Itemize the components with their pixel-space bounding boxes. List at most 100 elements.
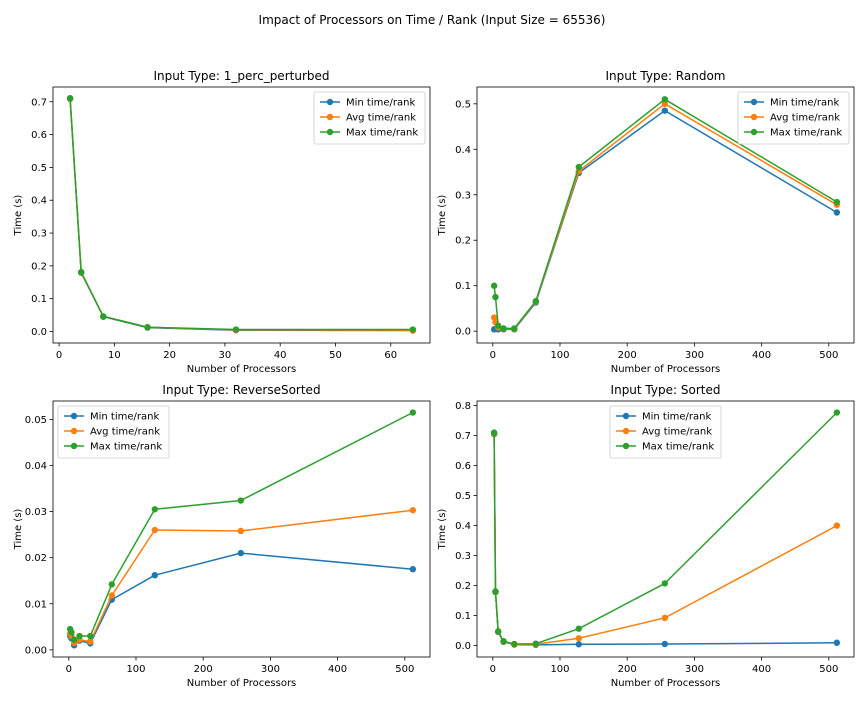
data-point [409,409,417,416]
data-point [661,580,669,587]
y-axis-label: Time (s) [437,195,448,237]
x-tick-label: 60 [384,350,397,361]
data-point [108,592,116,599]
y-tick-label: 0.2 [455,236,471,247]
data-point [76,632,83,640]
x-axis-label: Number of Processors [187,364,297,375]
x-tick-label: 100 [550,664,569,675]
x-tick-label: 400 [328,664,347,675]
y-tick-label: 0.00 [25,645,47,656]
data-point [237,497,245,504]
legend-box [737,91,850,145]
x-tick-label: 300 [685,664,704,675]
data-point [833,409,841,416]
y-tick-label: 0.01 [25,599,47,610]
data-point [575,163,583,171]
legend-label: Min time/rank [642,412,711,423]
series-line-1 [493,434,837,646]
legend: Min time/rank Avg time/rank Max time/rank [737,91,850,145]
legend-label: Max time/rank [90,442,162,453]
data-point [492,588,499,595]
legend-swatch-marker [70,442,78,450]
data-point [661,96,669,103]
y-tick-label: 0.2 [31,261,47,272]
x-tick-label: 500 [395,664,414,675]
legend-label: Max time/rank [346,128,418,139]
data-point [409,507,417,514]
y-tick-label: 0.4 [455,145,471,156]
x-tick-label: 400 [752,664,771,675]
legend-swatch-marker [326,113,334,121]
data-point [77,268,85,276]
y-tick-label: 0.5 [455,491,471,502]
x-tick-label: 20 [163,350,176,361]
data-point [661,614,669,622]
y-tick-label: 0.6 [455,461,471,472]
legend-label: Avg time/rank [770,113,840,124]
data-point [661,640,669,648]
y-tick-label: 0.02 [25,553,47,564]
legend-swatch-marker [326,98,334,106]
subplot-4: Input Type: Sorted 0 100 200 300 400 500 0.0 0.1… [437,383,855,689]
x-tick-label: 30 [219,350,232,361]
legend-label: Avg time/rank [346,113,416,124]
data-point [237,527,245,535]
legend-swatch-marker [70,412,78,420]
subplot-title: Input Type: 1_perc_perturbed [153,69,329,83]
y-tick-label: 0.1 [455,611,471,622]
y-tick-label: 0.3 [455,190,471,201]
data-point [87,632,94,640]
legend: Min time/rank Avg time/rank Max time/rank [609,405,722,459]
data-point [500,638,507,645]
data-point [409,326,417,333]
x-axis-label: Number of Processors [611,678,721,689]
y-tick-label: 0.0 [31,327,47,338]
x-tick-label: 400 [752,350,771,361]
y-tick-label: 0.0 [455,641,471,652]
data-point [575,641,583,648]
legend-label: Min time/rank [770,98,839,109]
subplot-title: Input Type: Random [606,69,726,83]
x-axis-label: Number of Processors [611,364,721,375]
y-axis-label: Time (s) [13,509,24,551]
subplot-1: Input Type: 1_perc_perturbed 0 10 20 30 40 50 6… [13,69,431,375]
x-tick-label: 0 [490,350,496,361]
legend-label: Avg time/rank [90,427,160,438]
y-tick-label: 0.2 [455,581,471,592]
series-line-2 [493,433,838,646]
data-point [100,313,107,320]
figure-suptitle: Impact of Processors on Time / Rank (Inp… [259,13,606,27]
legend-label: Min time/rank [346,98,415,109]
data-point [151,571,159,579]
data-point [833,209,841,216]
y-tick-label: 0.0 [455,327,471,338]
x-tick-label: 40 [274,350,287,361]
plot-frame [52,86,431,344]
legend-box [609,405,722,459]
y-tick-label: 0.3 [455,551,471,562]
x-tick-label: 0 [490,664,496,675]
x-tick-label: 300 [261,664,280,675]
legend-label: Max time/rank [642,442,714,453]
legend-label: Avg time/rank [642,427,712,438]
legend-swatch-marker [622,412,630,420]
y-axis-label: Time (s) [437,509,448,551]
x-tick-label: 0 [56,350,62,361]
plot-frame [52,400,431,658]
y-tick-label: 0.4 [31,196,47,207]
x-tick-label: 0 [66,664,72,675]
y-tick-label: 0.5 [31,163,47,174]
data-point [144,324,151,331]
y-tick-label: 0.05 [25,415,47,426]
data-point [87,638,94,645]
data-point [490,282,498,289]
legend-swatch-marker [750,113,758,121]
y-tick-label: 0.7 [455,431,471,442]
data-point [575,625,583,632]
y-tick-label: 0.1 [455,281,471,292]
x-tick-label: 300 [685,350,704,361]
x-tick-label: 200 [618,350,637,361]
y-tick-label: 0.4 [455,521,471,532]
data-point [494,628,502,635]
